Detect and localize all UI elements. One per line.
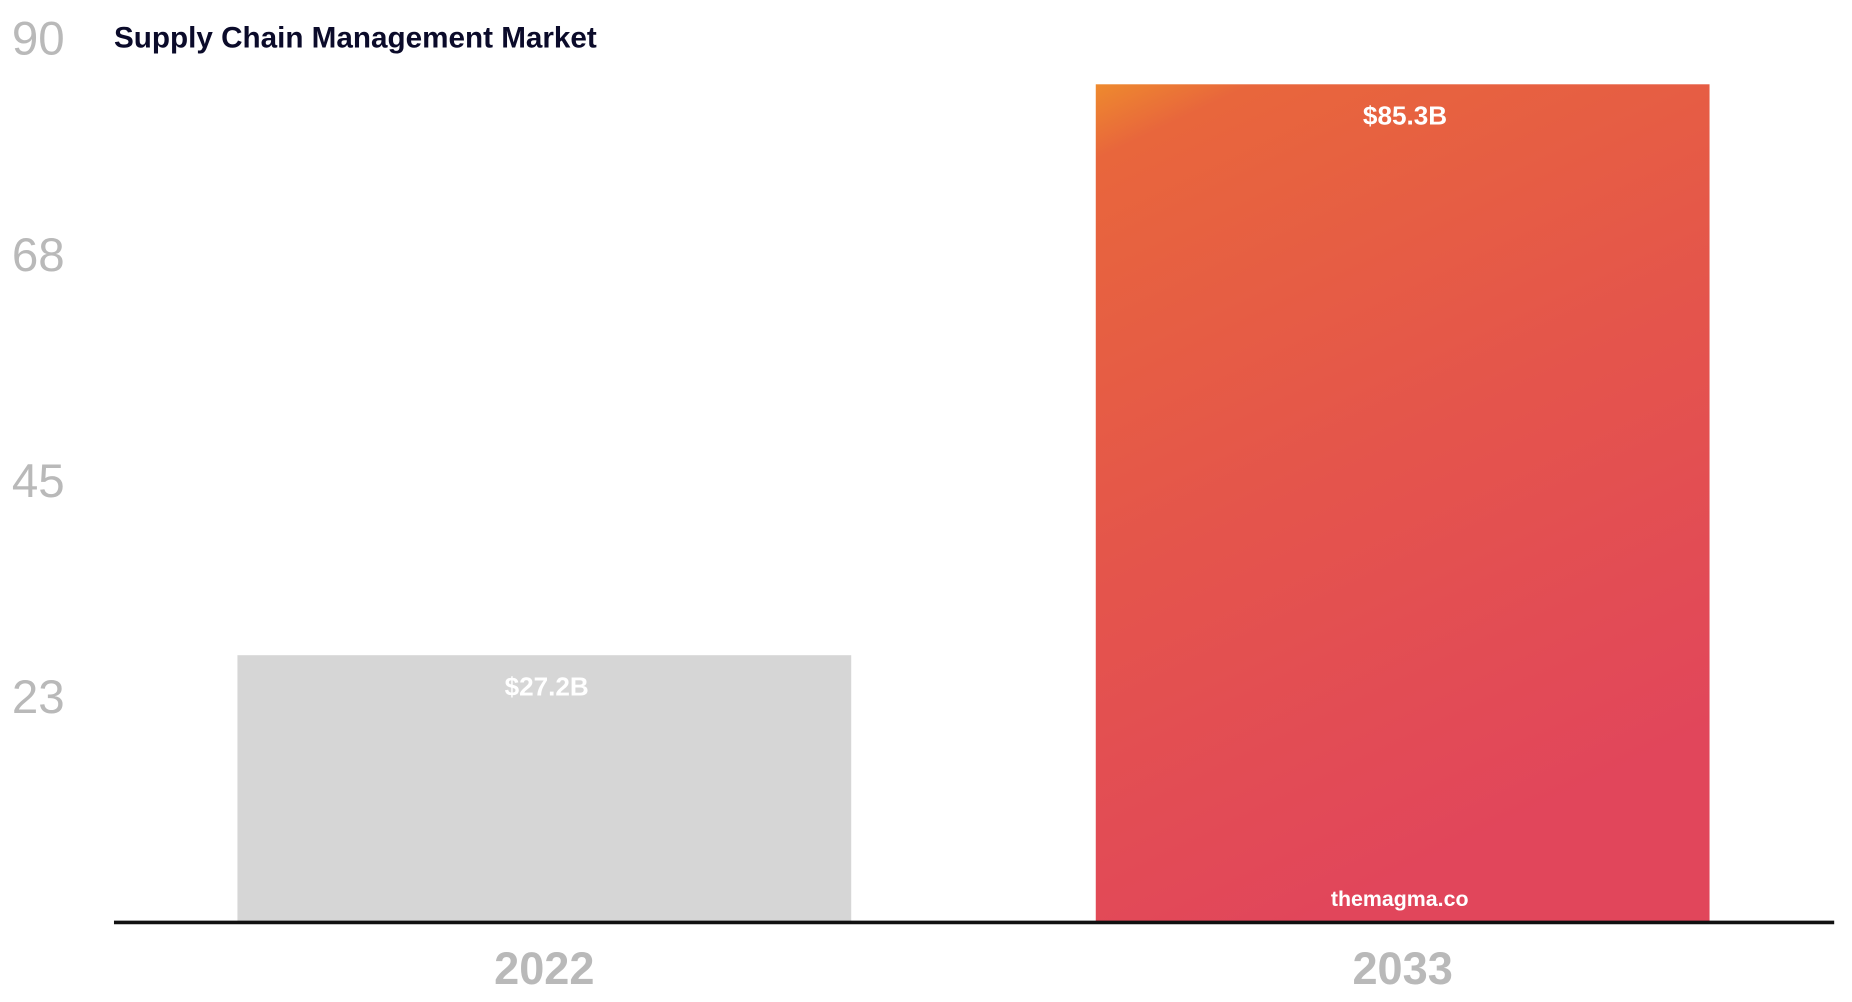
x-tick-label: 2033 xyxy=(1352,943,1452,994)
y-tick-label: 90 xyxy=(12,13,65,66)
y-tick-label: 23 xyxy=(12,671,65,724)
data-label: $85.3B xyxy=(1363,101,1447,131)
data-label: $27.2B xyxy=(505,672,589,702)
x-tick-label: 2022 xyxy=(494,943,594,994)
bar-2033 xyxy=(1095,84,1710,923)
bar-2022 xyxy=(237,655,852,923)
y-tick-label: 45 xyxy=(12,455,65,508)
watermark: themagma.co xyxy=(1331,887,1469,911)
chart-title: Supply Chain Management Market xyxy=(114,21,597,54)
y-tick-label: 68 xyxy=(12,229,65,282)
